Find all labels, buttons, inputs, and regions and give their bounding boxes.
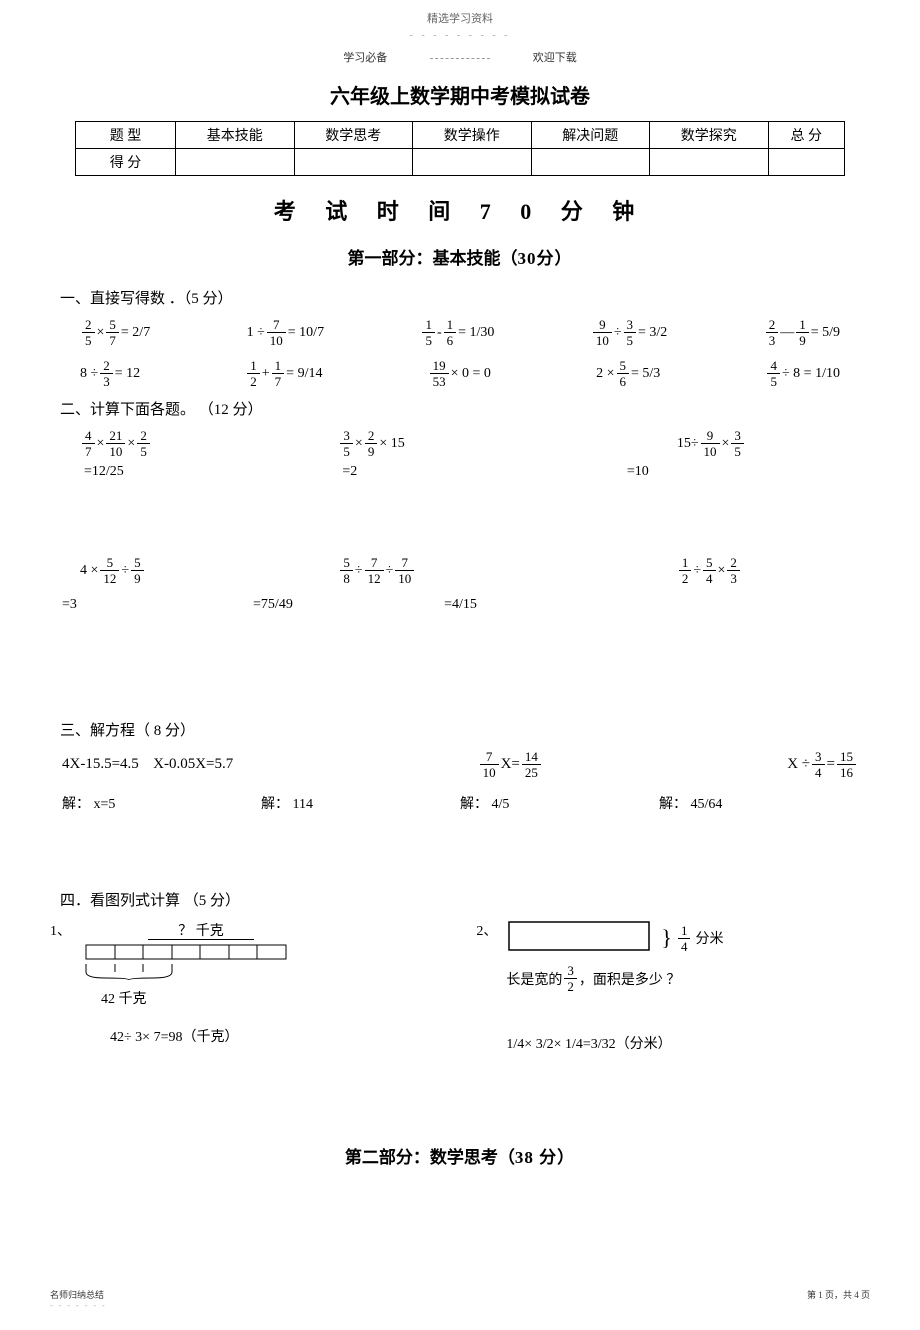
cell-label: 题 型 [76,122,176,149]
part1-title: 第一部分：基本技能（ [348,249,518,268]
header-right: 欢迎下载 [533,49,577,65]
calc-col: 15÷ 910 × 35 =10 [597,429,840,480]
calc-row-2: 4 × 512 ÷ 59 58 ÷ 712 ÷ 710 12 ÷ 54 × 23 [80,556,840,591]
calc-ans: =10 [627,464,840,480]
cell: 解决问题 [531,122,650,149]
q-row-1: 25 × 57 = 2/7 1 ÷ 710 = 10/7 15 - 16 = 1… [80,318,840,347]
calc-row-1: 47 × 2110 × 25 =12/25 35 × 29 × 15 =2 15… [80,429,840,480]
eq-item: 710 X=1425 [478,750,543,779]
dashes [430,58,490,59]
page-title: 六年级上数学期中考模拟试卷 [50,80,870,109]
calc-col: 35 × 29 × 15 =2 [338,429,581,480]
p4-weight: 42 千克 [101,988,291,1008]
q-item: 1953 × 0 = 0 [428,359,491,388]
score-table: 题 型 基本技能 数学思考 数学操作 解决问题 数学探究 总 分 得 分 [75,121,845,176]
sol-row: 解： x=5 解： 114 解： 4/5 解： 45/64 [62,793,858,813]
p4-ans2: 1/4× 3/2× 1/4=3/32（分米） [506,1033,870,1053]
section3-label: 三、解方程（ 8 分） [60,719,870,740]
q-item: 45 ÷ 8 = 1/10 [765,359,839,388]
brace-icon: } [661,925,672,951]
calc-expr: 4 × 512 ÷ 59 [80,556,323,585]
p4-qmark: ？ 千克 [111,920,291,940]
p4-width: 14 分米 [676,924,724,953]
cell [768,149,845,176]
table-row: 得 分 [76,149,845,176]
calc-expr: 47 × 2110 × 25 [80,429,323,458]
part2-points: 38 分） [515,1148,575,1167]
footer: 名师归纳总结 - - - - - - - 第 1 页，共 4 页 [50,1288,870,1310]
cell [294,149,413,176]
q-item: 8 ÷ 23 = 12 [80,359,140,388]
cell: 数学思考 [294,122,413,149]
rect-diagram-icon [507,920,657,956]
p4-num2: 2、 [476,920,497,940]
sol-item: 解： x=5 [62,793,261,813]
top-header: 精选学习资料 [50,10,870,26]
p4-col-2: 2、 } 14 分米 长是宽的32 ，面积是多少 ？ 1/4× 3/2× 1/4… [476,920,870,1053]
cell: 基本技能 [176,122,295,149]
part2-header: 第二部分：数学思考（38 分） [50,1143,870,1168]
section2-label: 二、计算下面各题。 （12 分） [60,398,870,419]
exam-time: 考 试 时 间 7 0 分 钟 [50,194,870,226]
cell [650,149,769,176]
calc-ans: =2 [342,464,581,480]
eq-row: 4X-15.5=4.5 X-0.05X=5.7 710 X=1425 X ÷ 3… [62,750,858,779]
cell: 总 分 [768,122,845,149]
header-left: 学习必备 [343,49,387,65]
cell [176,149,295,176]
calc-ans: =12/25 [84,464,323,480]
calc-expr: 58 ÷ 712 ÷ 710 [338,556,581,585]
section4-label: 四．看图列式计算 （5 分） [60,889,870,910]
sol-item: 解： 4/5 [460,793,659,813]
q-item: 23 — 19 = 5/9 [764,318,840,347]
calc-expr: 15÷ 910 × 35 [677,429,840,458]
q-item: 25 × 57 = 2/7 [80,318,150,347]
calc-expr: 12 ÷ 54 × 23 [677,556,840,585]
p4-text: 长是宽的32 ，面积是多少 ？ [506,964,870,993]
calc-col: 58 ÷ 712 ÷ 710 [338,556,581,591]
footer-left: 名师归纳总结 [50,1288,107,1301]
calc-col: 47 × 2110 × 25 =12/25 [80,429,323,480]
problem-4: 1、 ？ 千克 42 千克 [50,920,870,1053]
cell-label: 得 分 [76,149,176,176]
section1-label: 一、直接写得数 ．（5 分） [60,287,870,308]
q-item: 1 ÷ 710 = 10/7 [247,318,324,347]
cell [531,149,650,176]
sol-item: 解： 45/64 [659,793,858,813]
q-row-2: 8 ÷ 23 = 12 12 + 17 = 9/14 1953 × 0 = 0 … [80,359,840,388]
calc-col: 12 ÷ 54 × 23 [597,556,840,591]
footer-dots: - - - - - - - [50,1301,107,1310]
q-item: 15 - 16 = 1/30 [420,318,494,347]
sol-item: 解： 114 [261,793,460,813]
eq-item: X ÷ 34 = 1516 [787,750,858,779]
calc-ans: =3 [62,597,253,613]
eq-item: 4X-15.5=4.5 [62,756,139,773]
dotted-line: - - - - - - - - - [50,30,870,41]
calc-ans: =4/15 [444,597,635,613]
part1-points: 30分） [518,249,573,268]
p4-ans1: 42÷ 3× 7=98（千克） [110,1026,444,1046]
calc-col: 4 × 512 ÷ 59 [80,556,323,591]
table-row: 题 型 基本技能 数学思考 数学操作 解决问题 数学探究 总 分 [76,122,845,149]
q-item: 910 ÷ 35 = 3/2 [591,318,667,347]
sub-header: 学习必备 欢迎下载 [50,49,870,65]
bar-diagram-icon [81,940,291,980]
calc-expr: 35 × 29 × 15 [338,429,581,458]
part1-header: 第一部分：基本技能（30分） [50,244,870,269]
eq-item: X-0.05X=5.7 [153,756,233,773]
cell [413,149,532,176]
cell: 数学探究 [650,122,769,149]
q-item: 12 + 17 = 9/14 [245,359,322,388]
cell: 数学操作 [413,122,532,149]
calc-ans: =75/49 [253,597,444,613]
p4-num1: 1、 [50,920,71,940]
footer-right: 第 1 页，共 4 页 [807,1288,870,1310]
q-item: 2 × 56 = 5/3 [596,359,660,388]
part2-title: 第二部分：数学思考（ [345,1148,515,1167]
p4-col-1: 1、 ？ 千克 42 千克 [50,920,444,1053]
